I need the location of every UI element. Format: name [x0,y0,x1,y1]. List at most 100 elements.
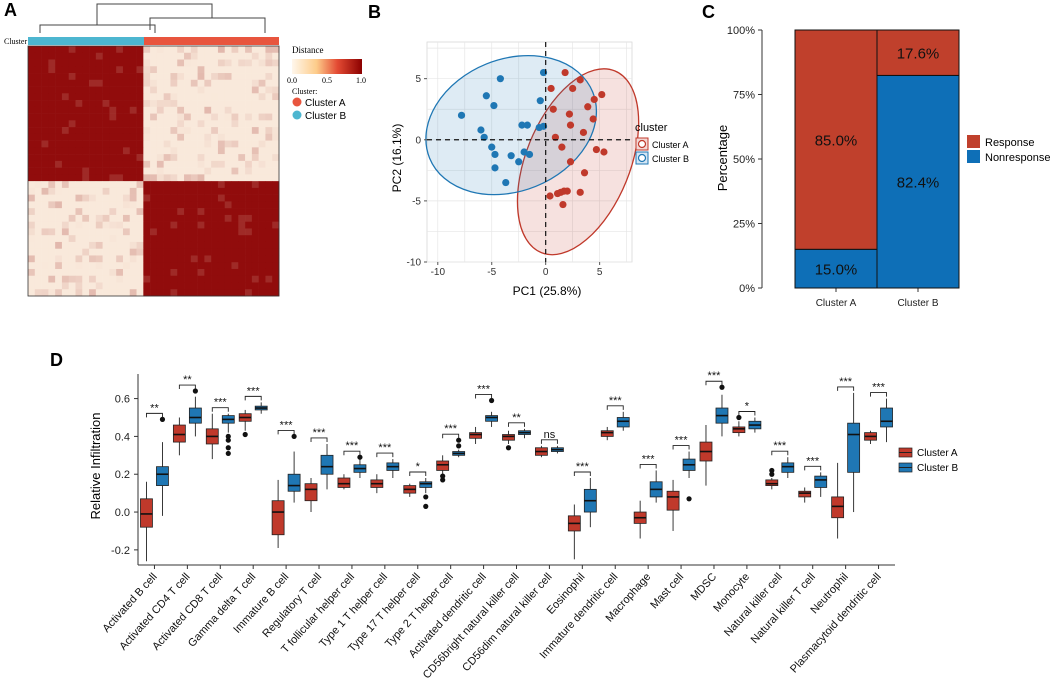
heatmap-cell [197,127,205,135]
heatmap-cell [224,140,232,148]
heatmap-cell [224,66,232,74]
heatmap-cell [217,289,226,297]
heatmap-cell [211,228,219,236]
heatmap-cell [34,59,42,67]
heatmap-cell [136,79,144,87]
bar-x-tick-label: Cluster A [816,298,857,309]
heatmap-cell [238,214,246,222]
heatmap-cell [95,282,103,290]
heatmap-cell [170,221,178,229]
heatmap-cell [272,268,280,277]
heatmap-cell [95,289,103,297]
heatmap-cell [102,167,110,175]
heatmap-cell [163,86,171,94]
heatmap-cell [28,282,36,290]
heatmap-cell [68,120,76,128]
pca-legend-label-b: Cluster B [652,154,689,164]
heatmap-cell [28,106,36,114]
heatmap-cell [177,282,185,290]
heatmap-cell [197,73,205,81]
heatmap-cell [204,214,212,222]
heatmap-cell [170,59,178,67]
heatmap-cell [109,248,117,256]
heatmap-cell [129,79,137,87]
heatmap-cell [122,214,131,222]
heatmap-cell [177,66,185,74]
heatmap-cell [48,160,56,168]
heatmap-cell [258,248,266,256]
heatmap-cell [156,187,164,195]
heatmap-cell [190,275,198,283]
heatmap-cell [265,100,273,108]
heatmap-cell [150,289,158,297]
heatmap-cell [245,275,253,283]
heatmap-cell [163,120,171,128]
heatmap-cell [61,174,70,182]
pca-point-cluster-b [507,152,515,160]
heatmap-cell [163,46,171,54]
heatmap-cell [156,113,164,121]
heatmap-cell [251,248,259,256]
heatmap-cell [197,100,205,108]
heatmap-cell [136,113,144,121]
heatmap-cell [272,214,280,222]
heatmap-cell [163,214,171,222]
distance-tick-2: 1.0 [356,76,366,85]
heatmap-cell [95,113,103,121]
heatmap-cell [89,100,97,108]
heatmap-cell [224,282,232,290]
heatmap-cell [136,201,144,209]
heatmap-cell [265,262,273,270]
heatmap-cell [170,174,178,182]
heatmap-cell [136,282,144,290]
heatmap-cell [184,289,192,297]
heatmap-cell [265,194,273,202]
heatmap-cell [28,262,36,270]
heatmap-cell [251,66,259,74]
heatmap-cell [34,228,42,236]
significance-bracket [639,463,657,469]
heatmap-cell [197,59,205,67]
heatmap-cell [258,262,266,270]
heatmap-cell [163,228,171,236]
heatmap-cell [156,86,164,94]
heatmap-cell [245,100,253,108]
heatmap-cell [28,93,36,101]
heatmap-cell [68,59,76,67]
heatmap-cell [197,282,205,290]
heatmap-cell [34,181,42,189]
heatmap-cell [251,262,259,270]
distance-legend-title: Distance [292,45,324,55]
heatmap-cell [245,113,253,121]
heatmap-cell [224,86,232,94]
heatmap-cell [61,262,70,270]
heatmap-cell [156,268,164,277]
heatmap-cell [184,79,192,87]
heatmap-cell [150,187,158,195]
heatmap-cell [177,79,185,87]
heatmap-cell [28,228,36,236]
heatmap-cell [251,268,259,277]
heatmap-cell [48,140,56,148]
heatmap-cell [217,268,226,277]
heatmap-cell [265,52,273,60]
heatmap-cell [68,201,76,209]
heatmap-cell [55,248,63,256]
heatmap-cell [89,241,97,250]
heatmap-cell [109,208,117,216]
heatmap-cell [163,194,171,202]
heatmap-cell [258,214,266,222]
heatmap-cell [238,86,246,94]
heatmap-cell [258,52,266,60]
heatmap-cell [28,46,36,54]
heatmap-cell [41,66,49,74]
heatmap-cell [251,160,259,168]
heatmap-cell [156,73,164,81]
heatmap-cell [177,147,185,155]
heatmap-cell [34,187,42,195]
heatmap-cell [265,113,273,121]
heatmap-cell [258,113,266,121]
heatmap-cell [143,268,151,277]
heatmap-cell [177,262,185,270]
heatmap-cell [102,221,110,229]
